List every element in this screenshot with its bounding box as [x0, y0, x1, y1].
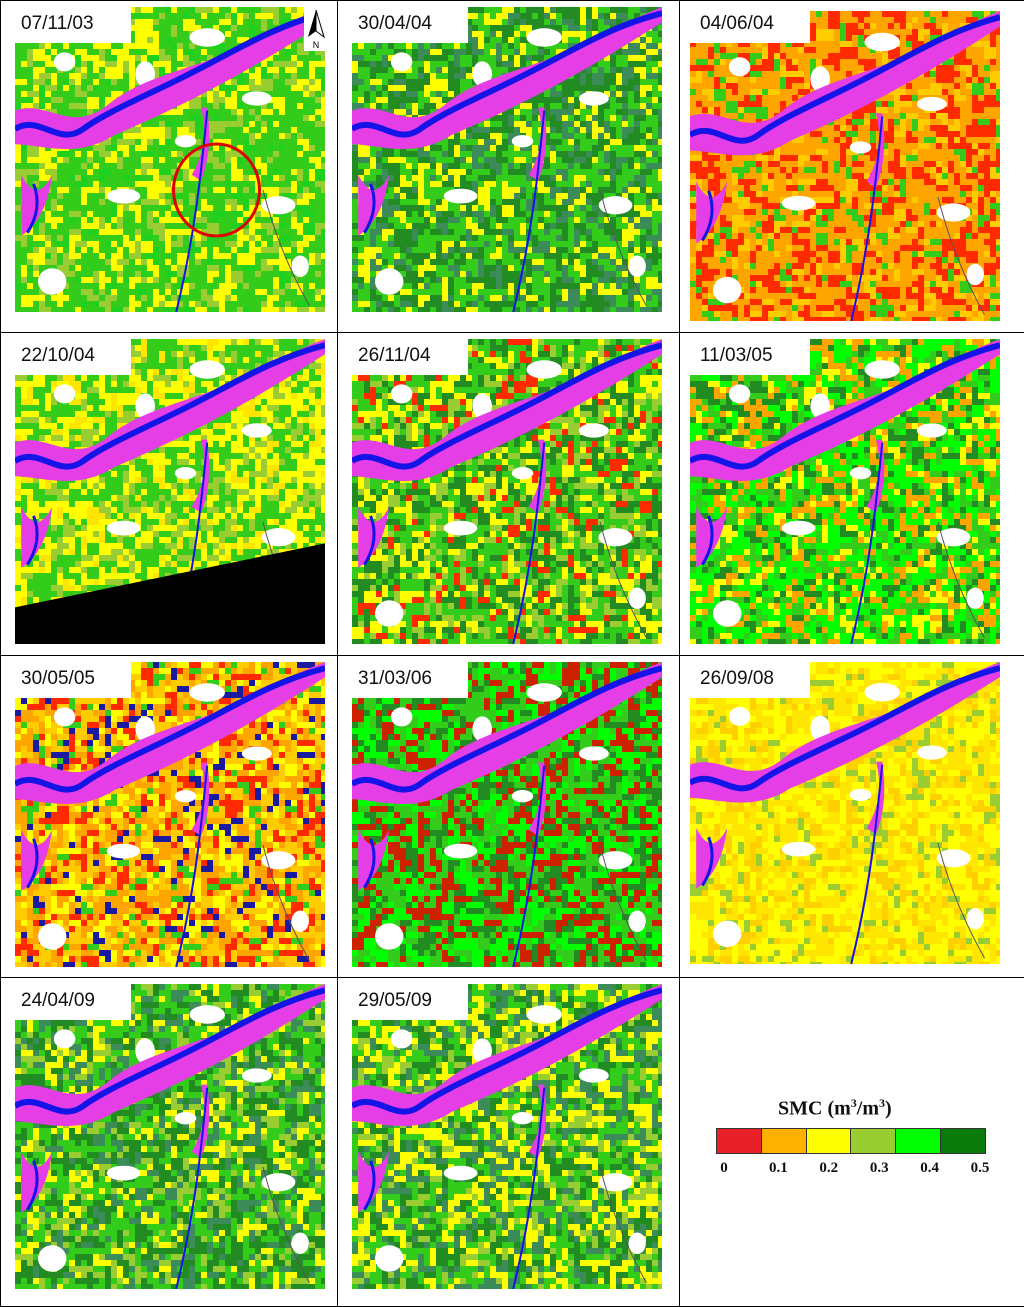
legend-tick-label: 0.5 — [970, 1160, 990, 1176]
map-panel: 26/11/04 — [337, 332, 680, 656]
panel-date-label: 26/11/04 — [344, 337, 468, 375]
legend-color-bar — [716, 1128, 986, 1154]
map-panel: 07/11/03 N — [0, 0, 338, 333]
panel-date-label: 11/03/05 — [686, 337, 810, 375]
map-panel: 30/04/04 — [337, 0, 680, 333]
north-label: N — [313, 40, 320, 50]
map-panel: 24/04/09 — [0, 977, 338, 1307]
soil-moisture-map — [690, 339, 1000, 644]
panel-date-label: 26/09/08 — [686, 660, 810, 698]
map-panel: 30/05/05 — [0, 655, 338, 978]
soil-moisture-map — [15, 339, 325, 644]
soil-moisture-map — [690, 11, 1000, 321]
map-panel: 29/05/09 — [337, 977, 680, 1307]
panel-date-label: 22/10/04 — [7, 337, 131, 375]
map-panel: 22/10/04 — [0, 332, 338, 656]
soil-moisture-map — [690, 662, 1000, 964]
panel-date-label: 24/04/09 — [7, 982, 131, 1020]
legend-swatch — [761, 1129, 807, 1153]
legend-swatch — [806, 1129, 852, 1153]
legend-tick-label: 0.1 — [769, 1160, 788, 1176]
panel-date-label: 07/11/03 — [7, 5, 131, 43]
soil-moisture-map — [352, 662, 662, 967]
panel-date-label: 30/05/05 — [7, 660, 131, 698]
legend-tick-label: 0 — [720, 1160, 728, 1176]
soil-moisture-map — [15, 7, 325, 312]
legend-swatch — [851, 1129, 897, 1153]
map-panel: 11/03/05 — [679, 332, 1024, 656]
panel-date-label: 31/03/06 — [344, 660, 468, 698]
map-panel: 31/03/06 — [337, 655, 680, 978]
legend-panel: SMC (m3/m3) 0 0.1 0.2 0.3 0.4 0.5 — [679, 977, 1024, 1307]
soil-moisture-map — [15, 662, 325, 967]
panel-date-label: 04/06/04 — [686, 5, 810, 43]
soil-moisture-map — [352, 984, 662, 1289]
map-panel: 04/06/04 — [679, 0, 1024, 333]
smc-legend: SMC (m3/m3) 0 0.1 0.2 0.3 0.4 0.5 — [716, 1096, 996, 1196]
soil-moisture-map — [15, 984, 325, 1289]
legend-tick-label: 0.3 — [869, 1160, 889, 1176]
legend-title: SMC (m3/m3) — [778, 1096, 892, 1120]
north-arrow-icon: N — [304, 7, 328, 51]
legend-tick-label: 0.2 — [819, 1160, 839, 1176]
soil-moisture-map — [352, 339, 662, 644]
legend-tick-label: 0.4 — [920, 1160, 939, 1176]
panel-date-label: 30/04/04 — [344, 5, 468, 43]
legend-swatch — [896, 1129, 942, 1153]
legend-swatch — [941, 1129, 985, 1153]
legend-swatch — [717, 1129, 762, 1153]
soil-moisture-map — [352, 7, 662, 312]
panel-date-label: 29/05/09 — [344, 982, 468, 1020]
map-panel: 26/09/08 — [679, 655, 1024, 978]
